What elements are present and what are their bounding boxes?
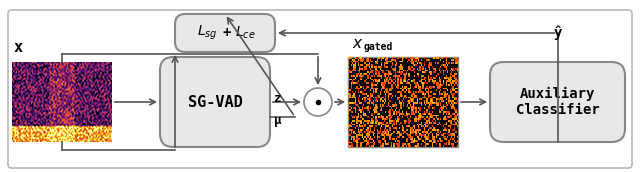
Text: x: x [14,40,23,55]
Text: +: + [223,26,231,40]
FancyBboxPatch shape [160,57,270,147]
Text: SG-VAD: SG-VAD [188,94,243,110]
Text: $L_{sg}$: $L_{sg}$ [196,24,218,42]
Bar [348,57,458,147]
Text: μ: μ [274,114,282,126]
Text: Auxiliary
Classifier: Auxiliary Classifier [516,87,600,117]
Text: ŷ: ŷ [554,26,562,40]
FancyBboxPatch shape [175,14,275,52]
Text: $x$: $x$ [352,35,364,51]
Text: $L_{ce}$: $L_{ce}$ [235,25,255,41]
Text: z: z [274,92,282,105]
Circle shape [304,88,332,116]
FancyBboxPatch shape [490,62,625,142]
Text: gated: gated [364,42,394,52]
